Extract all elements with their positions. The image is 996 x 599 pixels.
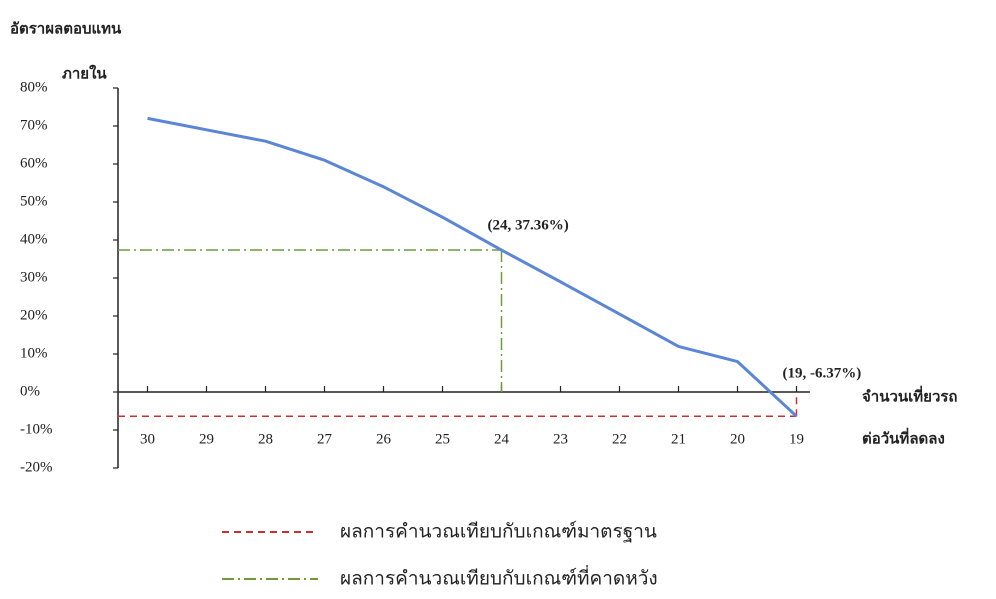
annotation: (24, 37.36%) (488, 217, 569, 233)
x-tick-label: 21 (671, 431, 686, 447)
y-axis-title: ภายใน (62, 64, 107, 82)
x-tick-label: 25 (435, 431, 450, 447)
x-tick-label: 19 (789, 431, 804, 447)
y-axis-title: อัตราผลตอบแทน (10, 20, 122, 37)
y-tick-label: 30% (20, 269, 48, 285)
y-tick-label: 80% (20, 79, 48, 95)
x-tick-label: 26 (376, 431, 392, 447)
y-tick-label: -10% (20, 421, 53, 437)
y-tick-label: -20% (20, 459, 53, 475)
annotation: (19, -6.37%) (783, 366, 862, 382)
data-line (147, 116, 798, 418)
x-tick-label: 27 (317, 431, 333, 447)
x-tick-label: 23 (553, 431, 568, 447)
x-axis-title: จำนวนเที่ยวรถ (862, 385, 958, 405)
y-tick-label: 10% (20, 345, 48, 361)
y-tick-label: 60% (20, 155, 48, 171)
x-tick-label: 30 (140, 431, 155, 447)
legend-text: ผลการคำนวณเทียบกับเกณฑ์ที่คาดหวัง (340, 565, 658, 590)
x-tick-label: 29 (199, 431, 214, 447)
x-tick-label: 24 (494, 431, 510, 447)
x-tick-label: 22 (612, 431, 627, 447)
y-tick-label: 20% (20, 307, 48, 323)
y-tick-label: 70% (20, 117, 48, 133)
x-tick-label: 28 (258, 431, 273, 447)
y-tick-label: 0% (20, 383, 40, 399)
x-tick-label: 20 (730, 431, 745, 447)
y-tick-label: 50% (20, 193, 48, 209)
x-axis-title: ต่อวันที่ลดลง (862, 427, 945, 447)
y-tick-label: 40% (20, 231, 48, 247)
legend-text: ผลการคำนวณเทียบกับเกณฑ์มาตรฐาน (340, 521, 657, 543)
